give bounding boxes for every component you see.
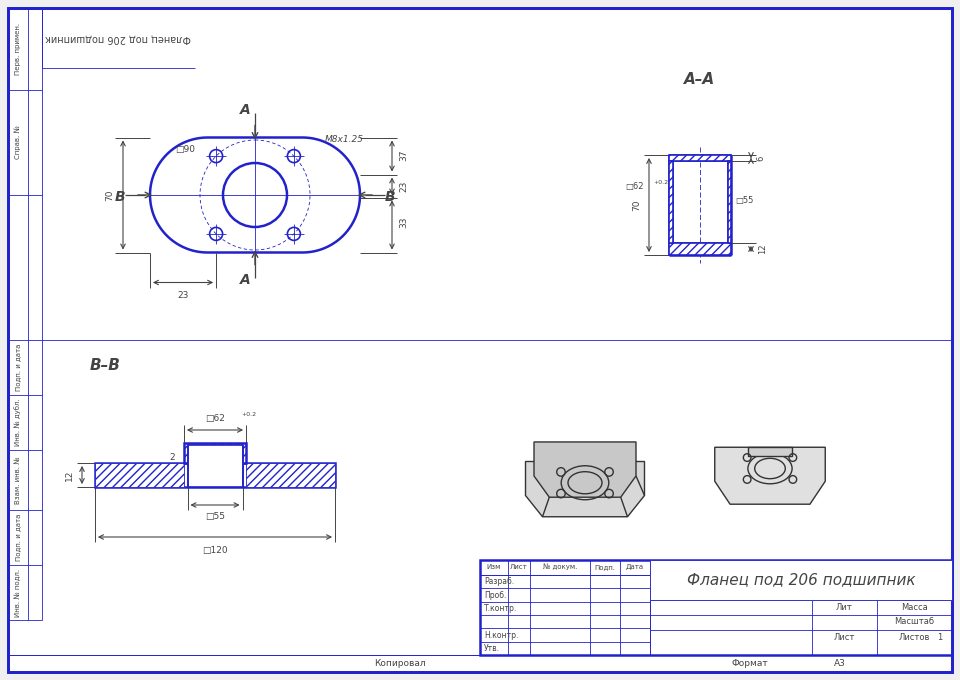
Text: 12: 12 <box>64 469 74 481</box>
Text: +0.2: +0.2 <box>653 180 668 184</box>
Text: Копировал: Копировал <box>374 658 426 668</box>
Polygon shape <box>525 462 644 517</box>
Text: Справ. №: Справ. № <box>14 126 21 159</box>
Bar <box>246 463 335 487</box>
Text: А: А <box>240 273 251 288</box>
Text: 37: 37 <box>399 150 409 161</box>
Text: Подп. и дата: Подп. и дата <box>15 514 21 561</box>
Bar <box>669 161 673 243</box>
Text: Инв. № подл.: Инв. № подл. <box>14 568 21 617</box>
Text: Лист: Лист <box>510 564 528 570</box>
Text: Подп. и дата: Подп. и дата <box>15 344 21 391</box>
Text: 23: 23 <box>399 181 409 192</box>
Text: Формат: Формат <box>732 658 768 668</box>
Text: 23: 23 <box>178 291 189 300</box>
Bar <box>187 445 243 487</box>
Text: А: А <box>240 103 251 116</box>
Bar <box>650 560 952 600</box>
Text: +0.2: +0.2 <box>241 413 256 418</box>
Text: Изм: Изм <box>487 564 501 570</box>
Text: Перв. примен.: Перв. примен. <box>15 23 21 75</box>
Text: Фланец под 206 подшипник: Фланец под 206 подшипник <box>686 573 915 588</box>
Polygon shape <box>715 447 826 504</box>
Text: 70: 70 <box>633 199 641 211</box>
Text: 12: 12 <box>758 243 767 254</box>
Bar <box>95 463 335 487</box>
Text: А3: А3 <box>834 658 846 668</box>
Text: Взам. инв. №: Взам. инв. № <box>15 456 21 504</box>
Text: № докум.: № докум. <box>542 564 577 571</box>
Text: 2: 2 <box>169 454 175 462</box>
Text: □62: □62 <box>205 413 225 422</box>
Text: □90: □90 <box>175 145 195 154</box>
Polygon shape <box>150 137 360 252</box>
Text: □62: □62 <box>626 182 644 192</box>
Text: Дата: Дата <box>626 564 644 570</box>
Bar <box>95 463 184 487</box>
Text: 1: 1 <box>937 634 943 643</box>
Text: Лист: Лист <box>834 634 855 643</box>
Text: Т.контр.: Т.контр. <box>484 604 517 613</box>
Text: □55: □55 <box>205 513 225 522</box>
Text: Масштаб: Масштаб <box>895 617 935 626</box>
Text: В: В <box>385 190 396 204</box>
Text: Лит: Лит <box>836 602 852 611</box>
Text: □120: □120 <box>203 545 228 554</box>
Text: Н.контр.: Н.контр. <box>484 630 518 639</box>
Text: Утв.: Утв. <box>484 644 500 653</box>
Bar <box>669 155 731 161</box>
Bar <box>748 447 792 456</box>
Bar <box>669 243 731 255</box>
Text: Подп.: Подп. <box>594 564 615 570</box>
Text: Проб.: Проб. <box>484 590 506 600</box>
Bar <box>184 443 246 463</box>
Text: Инв. № дубл.: Инв. № дубл. <box>14 398 21 446</box>
Text: Фланец под 206 подшипник: Фланец под 206 подшипник <box>45 33 191 43</box>
Text: Масса: Масса <box>901 602 928 611</box>
Text: Листов: Листов <box>899 634 930 643</box>
Text: Разраб.: Разраб. <box>484 577 515 586</box>
Text: А–А: А–А <box>684 73 715 88</box>
Text: 33: 33 <box>399 217 409 228</box>
Text: □55: □55 <box>735 196 754 205</box>
Text: В–В: В–В <box>89 358 120 373</box>
Bar <box>728 161 731 243</box>
Text: 70: 70 <box>106 189 114 201</box>
Text: 6: 6 <box>756 155 765 160</box>
Polygon shape <box>534 442 636 497</box>
Text: M8x1.25: M8x1.25 <box>325 135 364 145</box>
Bar <box>480 560 952 655</box>
Text: В: В <box>114 190 126 204</box>
